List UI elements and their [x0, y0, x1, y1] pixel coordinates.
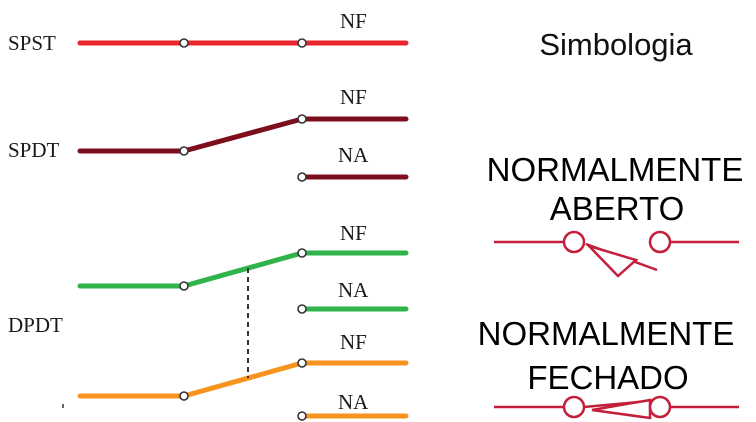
dpdt-pole1-lever — [181, 250, 305, 289]
spdt-switch: SPDT NF NA — [8, 85, 409, 182]
spdt-label: SPDT — [8, 138, 60, 162]
normally-open-line1: NORMALMENTE — [487, 151, 744, 188]
legend: Simbologia NORMALMENTE ABERTO NORMALMENT… — [478, 27, 744, 420]
spst-node-right — [297, 38, 307, 48]
dpdt-label: DPDT — [8, 313, 63, 337]
spdt-node-common — [179, 146, 189, 156]
spst-node-left — [179, 38, 189, 48]
dpdt-pole2-na-label: NA — [338, 390, 369, 414]
normally-closed-symbol — [494, 395, 739, 420]
normally-closed-line1: NORMALMENTE — [478, 315, 735, 352]
spdt-node-nf — [297, 114, 307, 124]
spdt-nf-label: NF — [340, 85, 367, 109]
spst-label: SPST — [8, 31, 56, 55]
dpdt-pole1-node-nf — [297, 248, 307, 258]
dpdt-pole2-node-nf — [297, 358, 307, 368]
normally-open-line2: ABERTO — [550, 190, 685, 227]
dpdt-pole1-nf-label: NF — [340, 221, 367, 245]
dpdt-pole2-lever — [181, 360, 305, 399]
normally-open-symbol — [494, 230, 739, 278]
dpdt-pole2-node-common — [179, 391, 189, 401]
spst-switch: SPST NF — [8, 9, 409, 55]
spdt-node-na — [297, 172, 307, 182]
normally-closed-line2: FECHADO — [527, 359, 688, 396]
spdt-lever — [181, 116, 305, 154]
dpdt-pole2-node-na — [297, 411, 307, 421]
dpdt-pole1-node-common — [179, 281, 189, 291]
dpdt-switch: DPDT NF NA NF NA — [8, 221, 409, 421]
dpdt-pole1-node-na — [297, 304, 307, 314]
dpdt-pole1-na-label: NA — [338, 278, 369, 302]
legend-title: Simbologia — [539, 27, 693, 62]
spdt-na-label: NA — [338, 143, 369, 167]
dpdt-pole2-nf-label: NF — [340, 330, 367, 354]
spst-nf-label: NF — [340, 9, 367, 33]
